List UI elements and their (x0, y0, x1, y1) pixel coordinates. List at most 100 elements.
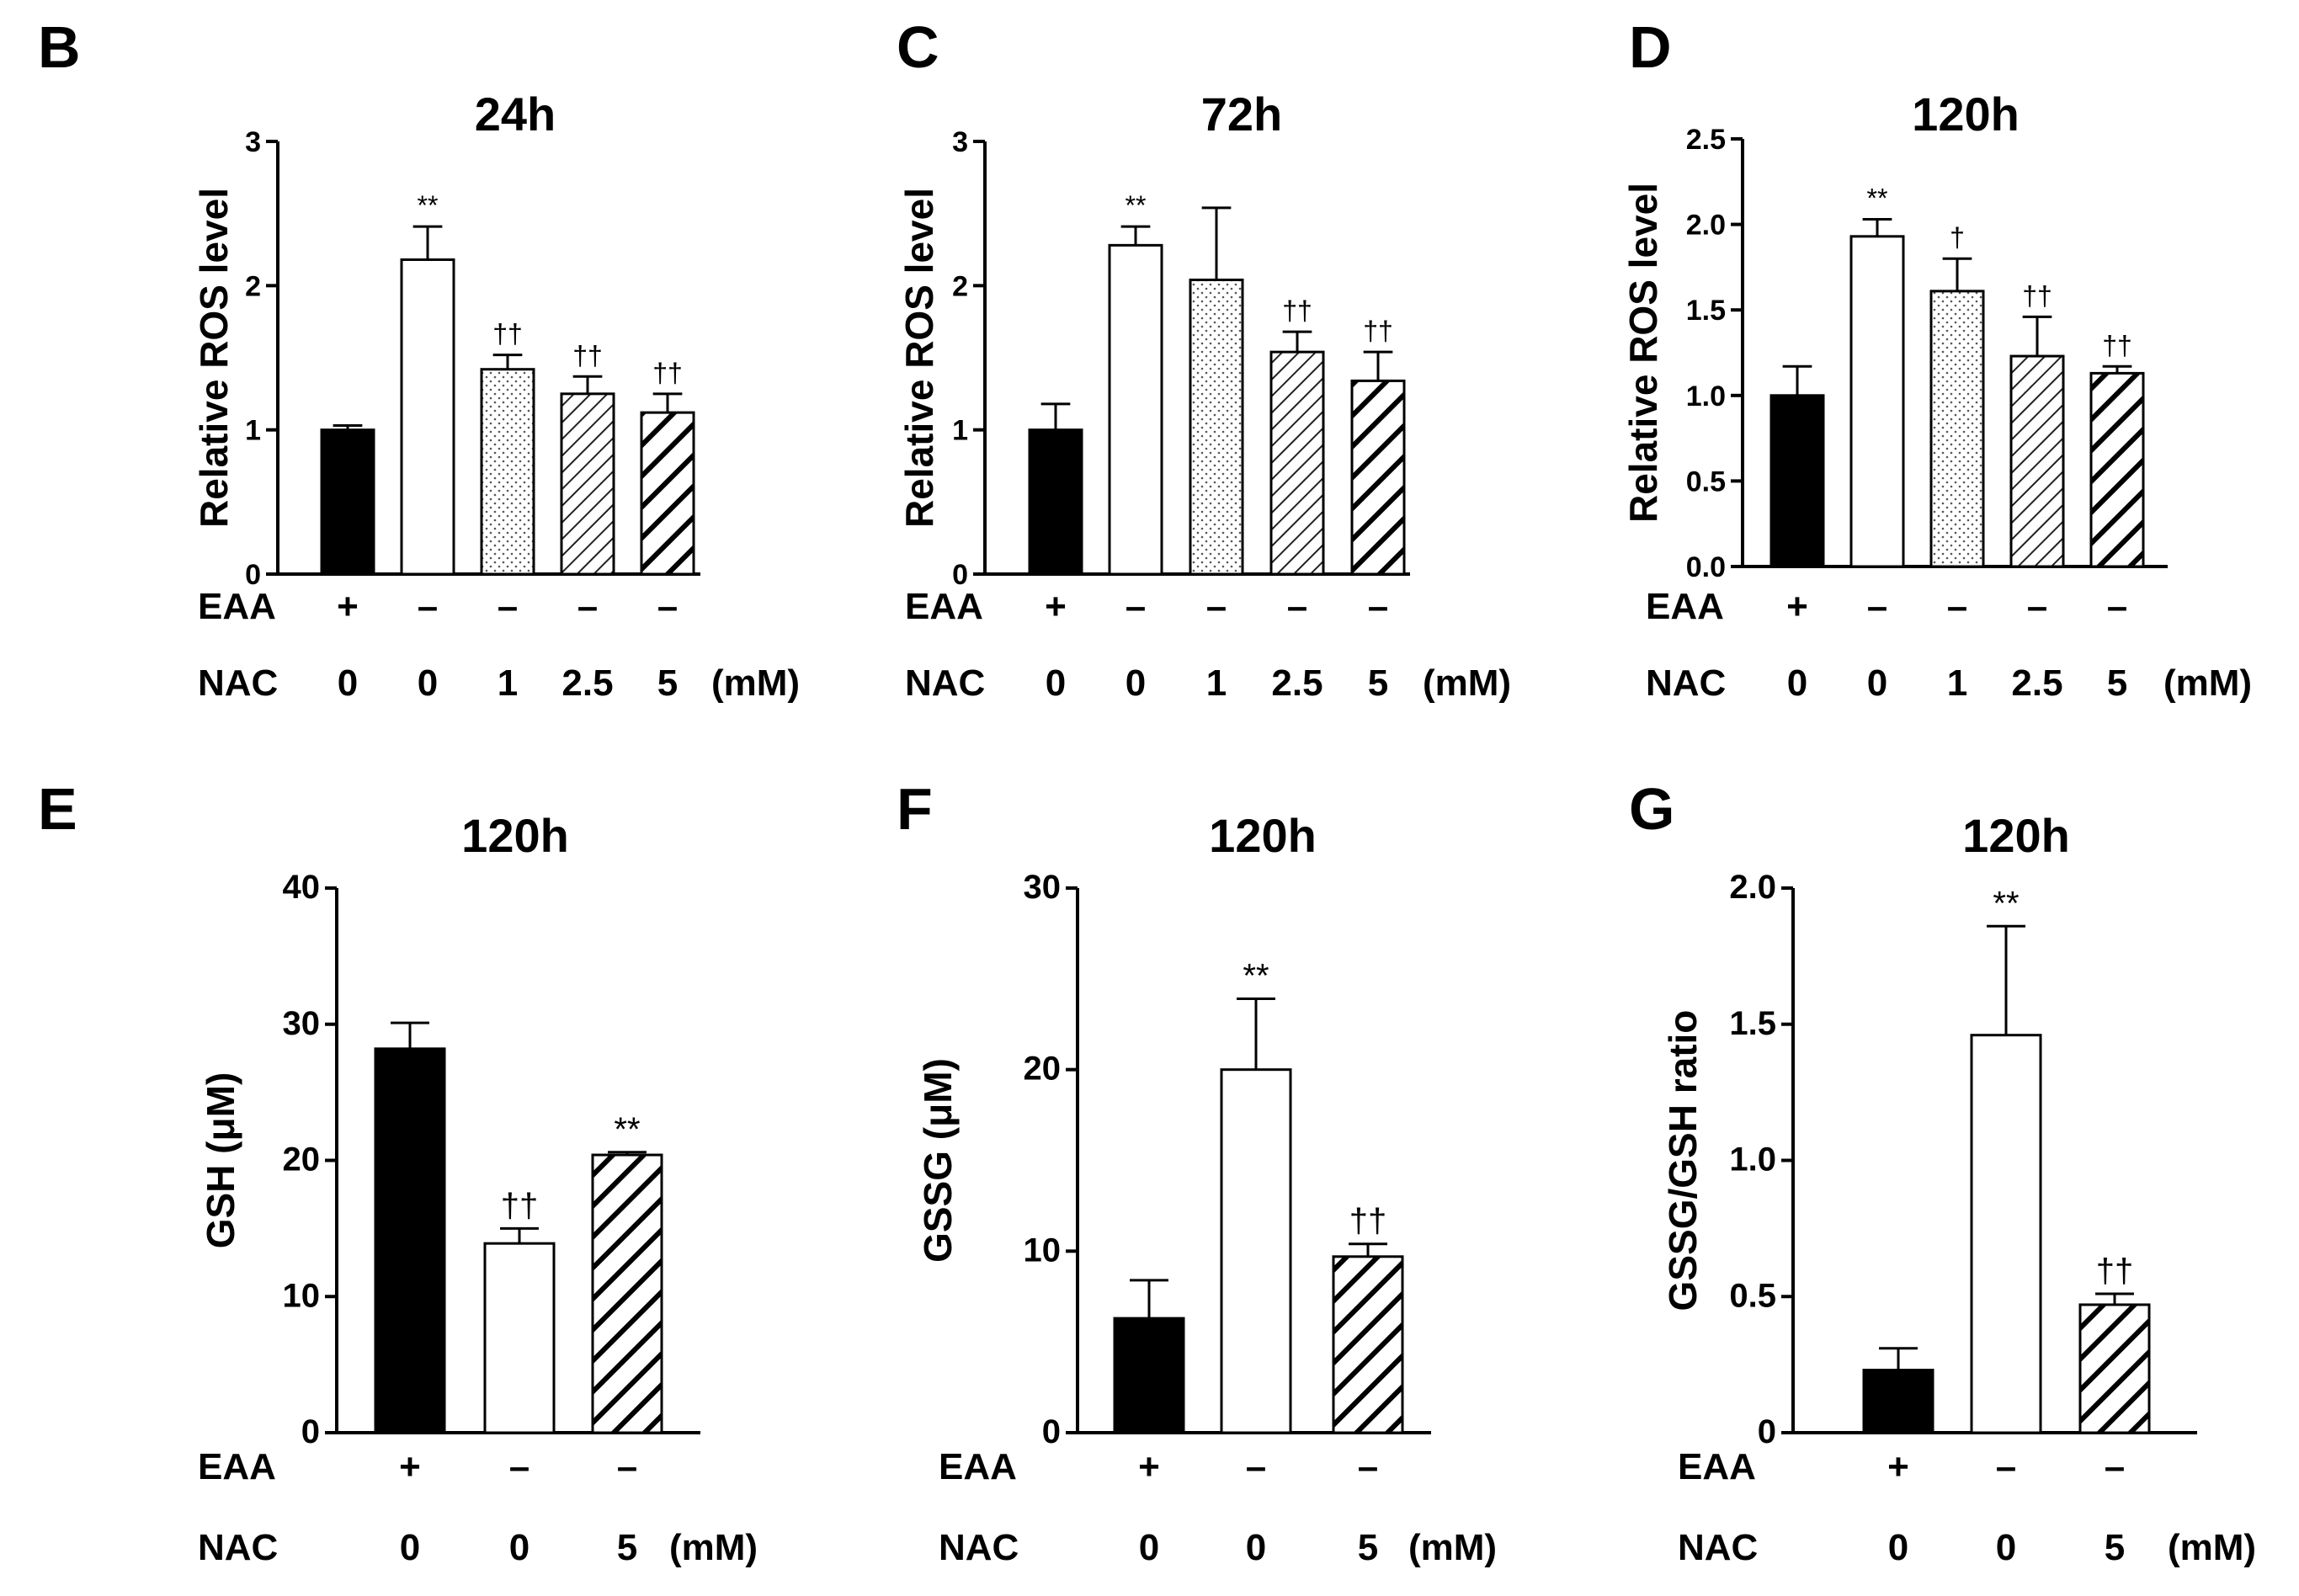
y-tick-label: 0 (245, 559, 261, 591)
eaa-value: – (577, 586, 598, 627)
nac-value: 0 (1888, 1527, 1908, 1568)
unit-label: (mM) (1423, 662, 1511, 704)
eaa-value: – (1126, 586, 1146, 627)
eaa-value: – (498, 586, 518, 627)
nac-value: 0 (1787, 662, 1807, 704)
y-tick-label: 0 (301, 1413, 320, 1450)
panel-F: F 120h GSSG (μM) 0 10 20 30 ** †† EAA + – – NAC 0 0 5 (mM… (897, 776, 1497, 1568)
significance-mark: ** (1867, 184, 1888, 214)
eaa-value: – (1947, 586, 1967, 627)
y-tick-label: 1.5 (1729, 1005, 1776, 1042)
y-tick-label: 0.5 (1729, 1277, 1776, 1314)
unit-label: (mM) (669, 1527, 758, 1568)
bar (1113, 1317, 1185, 1434)
nac-value: 1 (1947, 662, 1967, 704)
significance-mark: ** (1993, 885, 2019, 922)
chart-title: 120h (1962, 809, 2070, 862)
eaa-value: + (1138, 1446, 1160, 1487)
y-tick-label: 10 (1024, 1232, 1062, 1269)
y-tick-label: 0.5 (1686, 466, 1726, 497)
unit-label: (mM) (1408, 1527, 1497, 1568)
eaa-value: + (399, 1446, 421, 1487)
y-tick-label: 2.0 (1729, 869, 1776, 906)
significance-mark: †† (1349, 1203, 1387, 1240)
eaa-value: + (1887, 1446, 1909, 1487)
y-axis-label: Relative ROS level (897, 188, 941, 528)
eaa-value: – (2107, 586, 2127, 627)
eaa-value: – (1867, 586, 1887, 627)
unit-label: (mM) (711, 662, 800, 704)
panel-label: C (897, 14, 939, 80)
eaa-value: – (1996, 1446, 2016, 1487)
significance-mark: †† (501, 1187, 539, 1224)
chart-title: 72h (1201, 88, 1283, 141)
row-label-eaa: EAA (198, 1446, 276, 1487)
bar (1332, 1255, 1404, 1434)
bar (483, 1242, 556, 1434)
eaa-value: + (1786, 586, 1808, 627)
bar (1862, 1369, 1934, 1434)
panel-label: F (897, 776, 933, 842)
significance-mark: †† (572, 340, 603, 370)
bar (400, 258, 455, 576)
nac-value: 1 (498, 662, 518, 704)
unit-label: (mM) (2163, 662, 2252, 704)
significance-mark: ** (1126, 190, 1147, 221)
panel-C: C 72h Relative ROS level 0 1 2 3 ** †† †† EAA + – – – –… (897, 14, 1511, 704)
row-label-nac: NAC (198, 662, 278, 704)
nac-value: 0 (1867, 662, 1887, 704)
significance-mark: †† (1282, 295, 1312, 326)
nac-value: 0 (509, 1527, 530, 1568)
bar (591, 1153, 663, 1434)
significance-mark: †† (2022, 280, 2052, 311)
row-label-nac: NAC (939, 1527, 1019, 1568)
y-axis-label: GSSG/GSH ratio (1661, 1010, 1705, 1311)
nac-value: 0 (1139, 1527, 1159, 1568)
eaa-value: + (337, 586, 359, 627)
nac-value: 0 (338, 662, 358, 704)
y-tick-label: 2.0 (1686, 210, 1726, 242)
y-tick-label: 40 (283, 869, 321, 906)
eaa-value: – (2027, 586, 2047, 627)
significance-mark: †† (2096, 1253, 2134, 1290)
significance-mark: †† (2102, 330, 2132, 360)
bar (1189, 278, 1244, 576)
panel-label: B (38, 14, 81, 80)
y-tick-label: 1.0 (1729, 1141, 1776, 1178)
bar (320, 428, 375, 576)
bar (2089, 371, 2145, 568)
chart-title: 120h (461, 809, 569, 862)
y-tick-label: 2 (245, 270, 261, 302)
significance-mark: † (1950, 222, 1965, 253)
significance-mark: ** (614, 1111, 640, 1148)
bar (480, 368, 535, 576)
y-tick-label: 3 (952, 126, 968, 158)
y-tick-label: 30 (1024, 869, 1062, 906)
y-tick-label: 1.5 (1686, 295, 1726, 327)
nac-value: 0 (400, 1527, 420, 1568)
y-tick-label: 1 (245, 415, 261, 447)
eaa-value: – (1368, 586, 1388, 627)
row-label-eaa: EAA (1646, 586, 1724, 627)
y-tick-label: 2 (952, 270, 968, 302)
nac-value: 0 (418, 662, 438, 704)
unit-label: (mM) (2168, 1527, 2256, 1568)
y-tick-label: 2.5 (1686, 124, 1726, 156)
eaa-value: – (1246, 1446, 1266, 1487)
y-tick-label: 0.0 (1686, 551, 1726, 583)
nac-value: 5 (1358, 1527, 1378, 1568)
bar (1769, 394, 1825, 568)
nac-value: 0 (1996, 1527, 2016, 1568)
nac-value: 2.5 (1271, 662, 1322, 704)
panels-layer: B 24h Relative ROS level 0 1 2 3 ** †† †† †† EAA + – –… (38, 14, 2256, 1568)
significance-mark: †† (652, 358, 683, 388)
panel-E: E 120h GSH (μM) 0 10 20 30 40 †† ** EAA + – – NAC 0 0 5 (m… (38, 776, 758, 1568)
row-label-eaa: EAA (1678, 1446, 1756, 1487)
nac-value: 0 (1126, 662, 1146, 704)
nac-value: 1 (1206, 662, 1227, 704)
nac-value: 0 (1046, 662, 1066, 704)
bar (1220, 1068, 1292, 1434)
y-axis-label: GSH (μM) (199, 1072, 242, 1249)
